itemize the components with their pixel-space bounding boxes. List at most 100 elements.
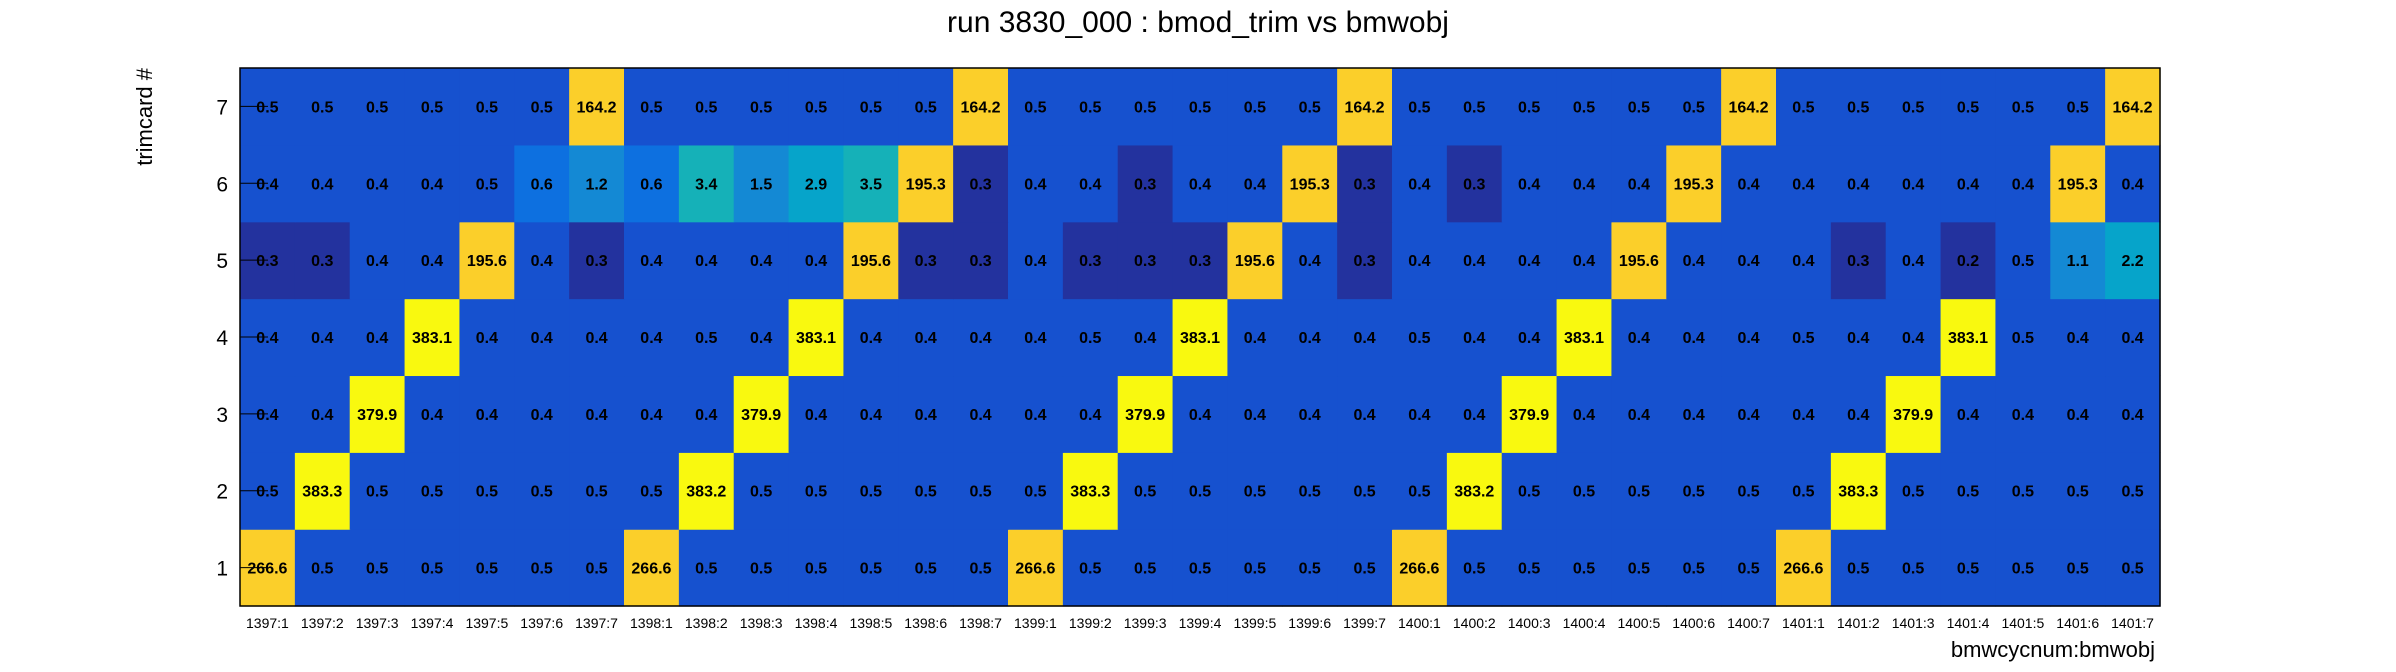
heatmap-cell (1995, 144, 2051, 223)
cell-value-label: 164.2 (2113, 99, 2153, 116)
cell-value-label: 0.5 (366, 561, 388, 578)
cell-value-label: 0.5 (805, 99, 827, 116)
heatmap-cell (843, 68, 899, 146)
heatmap-cell (1008, 529, 1064, 607)
heatmap-cell (1885, 68, 1942, 146)
cell-value-label: 195.6 (1619, 253, 1659, 270)
heatmap-cell (1885, 375, 1942, 453)
heatmap-cell (2105, 452, 2161, 530)
cell-value-label: 0.4 (1299, 253, 1321, 270)
cell-value-label: 0.4 (2067, 330, 2089, 347)
cell-value-label: 0.5 (1573, 484, 1595, 501)
cell-value-label: 0.5 (1189, 99, 1211, 116)
heatmap-cell (1392, 375, 1448, 453)
heatmap-cell (1940, 529, 1997, 607)
heatmap-cell (1666, 68, 1722, 146)
heatmap-cell (1501, 452, 1558, 530)
heatmap-cell (1227, 452, 1283, 530)
heatmap-cell (624, 68, 680, 146)
cell-value-label: 0.5 (531, 484, 553, 501)
heatmap-cell (1885, 452, 1942, 530)
heatmap-cell (1940, 68, 1997, 146)
cell-value-label: 0.5 (2012, 99, 2034, 116)
cell-value-label: 0.5 (1134, 99, 1156, 116)
cell-value-label: 0.4 (1628, 176, 1650, 193)
cell-value-label: 383.2 (1454, 484, 1494, 501)
cell-value-label: 266.6 (1783, 561, 1823, 578)
cell-value-label: 0.4 (1683, 330, 1705, 347)
cell-value-label: 0.4 (1134, 330, 1156, 347)
cell-value-label: 0.5 (695, 561, 717, 578)
cell-value-label: 0.5 (640, 99, 662, 116)
heatmap-cell (459, 298, 515, 377)
x-tick-label: 1400:3 (1508, 615, 1551, 631)
heatmap-cell (2105, 375, 2161, 453)
heatmap-cell (1721, 144, 1777, 223)
cell-value-label: 0.5 (750, 99, 772, 116)
heatmap-cell (1995, 452, 2051, 530)
heatmap-cell (1062, 144, 1119, 223)
cell-value-label: 0.5 (1079, 561, 1101, 578)
cell-value-label: 0.5 (421, 484, 443, 501)
heatmap-cell (1666, 298, 1722, 377)
heatmap-cell (1885, 144, 1942, 223)
cell-value-label: 379.9 (741, 407, 781, 424)
heatmap-cell (1666, 529, 1722, 607)
cell-value-label: 0.4 (1847, 330, 1869, 347)
cell-value-label: 195.6 (1235, 253, 1275, 270)
cell-value-label: 0.5 (1518, 99, 1540, 116)
heatmap-cell (953, 452, 1009, 530)
cell-value-label: 164.2 (577, 99, 617, 116)
cell-value-label: 383.1 (796, 330, 836, 347)
cell-value-label: 0.5 (1408, 484, 1430, 501)
cell-value-label: 0.5 (531, 561, 553, 578)
cell-value-label: 0.5 (2067, 99, 2089, 116)
heatmap-cell (1117, 221, 1174, 300)
cell-value-label: 0.5 (1518, 484, 1540, 501)
cell-value-label: 0.3 (969, 176, 991, 193)
heatmap-cell (1062, 452, 1119, 530)
x-tick-label: 1401:3 (1892, 615, 1935, 631)
x-tick-label: 1397:4 (411, 615, 454, 631)
cell-value-label: 0.5 (805, 484, 827, 501)
heatmap-cell (1172, 221, 1229, 300)
cell-value-label: 0.4 (1189, 176, 1211, 193)
heatmap-cell (1611, 68, 1667, 146)
cell-value-label: 0.5 (1628, 99, 1650, 116)
heatmap-cell (624, 529, 680, 607)
heatmap-cell (1501, 221, 1558, 300)
heatmap-cell (788, 144, 845, 223)
heatmap-cell (1172, 375, 1229, 453)
cell-value-label: 0.4 (585, 330, 607, 347)
cell-value-label: 0.4 (1683, 253, 1705, 270)
cell-value-label: 0.5 (1628, 561, 1650, 578)
cell-value-label: 0.5 (476, 484, 498, 501)
cell-value-label: 0.3 (1353, 176, 1375, 193)
x-tick-label: 1401:6 (2056, 615, 2099, 631)
cell-value-label: 0.4 (421, 176, 443, 193)
cell-value-label: 0.4 (1408, 253, 1430, 270)
heatmap-cell (733, 452, 790, 530)
heatmap-cell (1172, 68, 1229, 146)
heatmap-cell (1227, 298, 1283, 377)
cell-value-label: 2.2 (2121, 253, 2143, 270)
heatmap-cell (1776, 221, 1832, 300)
y-tick-label: 3 (216, 404, 228, 427)
x-tick-label: 1401:7 (2111, 615, 2154, 631)
heatmap-cell (898, 221, 954, 300)
cell-value-label: 0.5 (256, 99, 278, 116)
heatmap-cell (349, 375, 406, 453)
cell-value-label: 0.3 (969, 253, 991, 270)
heatmap-cell (1611, 298, 1667, 377)
heatmap-cell (1062, 68, 1119, 146)
heatmap-cell (1611, 452, 1667, 530)
heatmap-cell (1117, 529, 1174, 607)
cell-value-label: 379.9 (357, 407, 397, 424)
cell-value-label: 195.3 (1290, 176, 1330, 193)
cell-value-label: 0.4 (1957, 407, 1979, 424)
heatmap-cell (1008, 68, 1064, 146)
heatmap-cell (569, 375, 625, 453)
heatmap-cell (1172, 298, 1229, 377)
x-tick-label: 1400:7 (1727, 615, 1770, 631)
heatmap-cell (1556, 298, 1613, 377)
